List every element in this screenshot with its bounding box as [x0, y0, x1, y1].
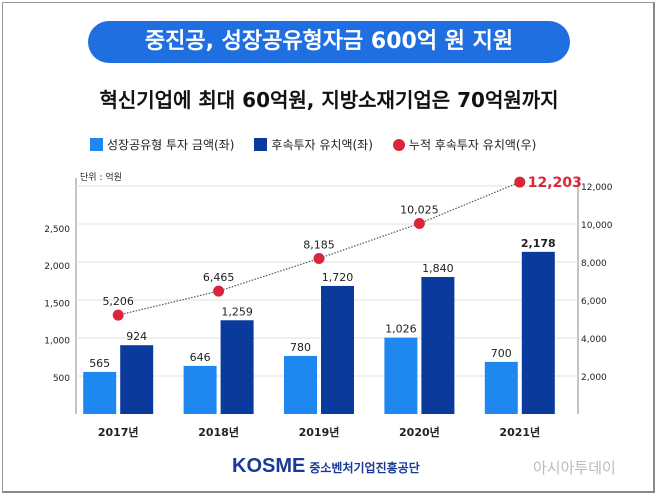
logo-brand: KOSME [232, 455, 306, 477]
x-tick-label: 2019년 [299, 425, 340, 439]
bar-2 [120, 345, 154, 414]
x-tick-label: 2020년 [399, 425, 440, 439]
line-point [112, 309, 124, 321]
right-tick-label: 6,000 [581, 297, 607, 307]
legend-swatch [90, 138, 103, 151]
bar-1 [384, 337, 418, 414]
line-point [413, 218, 425, 230]
bar-2 [321, 285, 354, 414]
title-banner: 중진공, 성장공유형자금 600억 원 지원 [88, 21, 570, 63]
right-tick-label: 2,000 [581, 373, 607, 383]
unit-label: 단위 : 억원 [80, 173, 122, 183]
bar-data-label: 1,840 [422, 262, 454, 275]
left-tick-label: 1,000 [44, 337, 70, 347]
line-data-label: 10,025 [400, 204, 439, 217]
bar-data-label: 700 [491, 347, 512, 360]
line-data-label: 5,206 [102, 295, 134, 308]
right-tick-label: 4,000 [581, 335, 607, 345]
line-data-label: 12,203 [528, 175, 582, 191]
right-tick-label: 10,000 [581, 221, 613, 231]
logo-org: 중소벤처기업진흥공단 [309, 461, 420, 475]
bar-data-label: 1,259 [221, 305, 253, 318]
legend-swatch [254, 138, 268, 151]
line-data-label: 8,185 [303, 238, 335, 251]
bar-1 [284, 355, 317, 414]
left-tick-label: 500 [53, 374, 70, 384]
bar-1 [183, 365, 217, 414]
x-tick-label: 2017년 [98, 425, 139, 439]
cumulative-line [118, 181, 521, 316]
bar-data-label: 1,720 [322, 271, 354, 284]
right-tick-label: 8,000 [581, 259, 607, 269]
bar-2 [421, 277, 455, 414]
bar-2 [521, 251, 555, 414]
bar-2 [220, 320, 254, 414]
legend: 성장공유형 투자 금액(좌) 후속투자 유치액(좌) 누적 후속투자 유치액(우… [90, 136, 536, 153]
legend-label: 누적 후속투자 유치액(우) [408, 138, 537, 152]
legend-item-series2: 후속투자 유치액(좌) [254, 136, 373, 153]
bar-data-label: 646 [190, 351, 211, 364]
legend-label: 성장공유형 투자 금액(좌) [107, 138, 235, 152]
line-point [514, 176, 526, 188]
left-tick-label: 2,000 [44, 262, 70, 272]
legend-marker [392, 139, 405, 151]
kosme-logo: KOSME 중소벤처기업진흥공단 [232, 455, 420, 478]
subtitle: 혁신기업에 최대 60억원, 지방소재기업은 70억원까지 [99, 88, 559, 112]
watermark: 아시아투데이 [533, 459, 616, 477]
line-point [313, 252, 325, 264]
bar-data-label: 924 [126, 330, 147, 343]
bar-data-label: 2,178 [521, 237, 556, 250]
bar-data-label: 1,026 [385, 323, 417, 336]
right-tick-label: 12,000 [581, 183, 613, 193]
bar-data-label: 565 [89, 357, 110, 370]
legend-item-series1: 성장공유형 투자 금액(좌) [90, 136, 234, 153]
line-point [213, 285, 225, 297]
legend-label: 후속투자 유치액(좌) [271, 138, 373, 152]
x-tick-label: 2021년 [499, 425, 540, 439]
bar-1 [484, 361, 518, 414]
legend-item-series3: 누적 후속투자 유치액(우) [392, 136, 537, 153]
bar-data-label: 780 [290, 341, 311, 354]
bar-1 [83, 371, 117, 414]
left-tick-label: 1,500 [44, 299, 70, 309]
left-tick-label: 2,500 [44, 225, 70, 235]
line-data-label: 6,465 [203, 271, 235, 284]
x-tick-label: 2018년 [198, 425, 239, 439]
